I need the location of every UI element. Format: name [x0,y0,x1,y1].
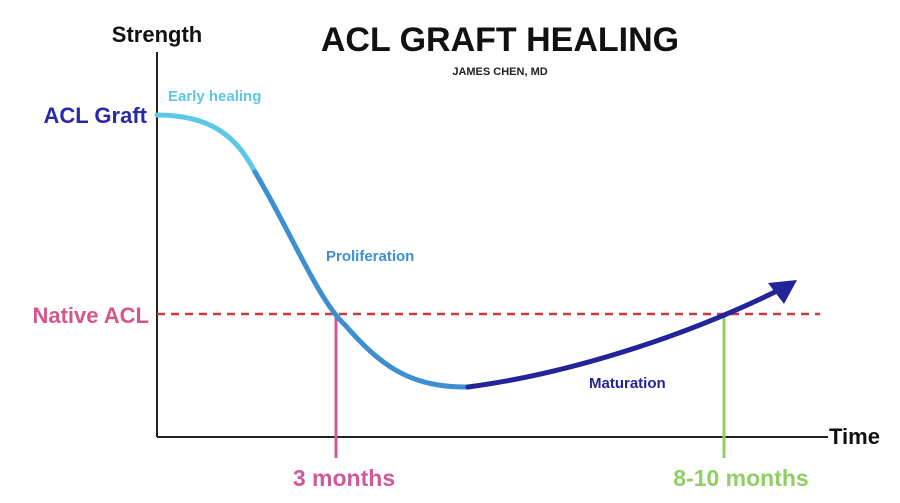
y-label-native-acl: Native ACL [32,303,149,328]
phase-label-proliferation: Proliferation [326,248,414,265]
curve-early-healing [154,112,258,175]
y-axis-label: Strength [112,22,202,47]
x-marker-label-8-10-months: 8-10 months [673,465,808,491]
chart-title: ACL GRAFT HEALING [321,21,679,59]
chart-subtitle: JAMES CHEN, MD [452,66,547,78]
curve-proliferation [252,169,471,390]
phase-label-maturation: Maturation [589,375,666,392]
phase-label-early-healing: Early healing [168,88,261,105]
y-label-acl-graft: ACL Graft [44,103,148,128]
curve-arrowhead [768,280,797,304]
x-axis-label: Time [829,424,880,449]
x-marker-label-3-months: 3 months [293,465,395,491]
curve-maturation [465,283,790,390]
